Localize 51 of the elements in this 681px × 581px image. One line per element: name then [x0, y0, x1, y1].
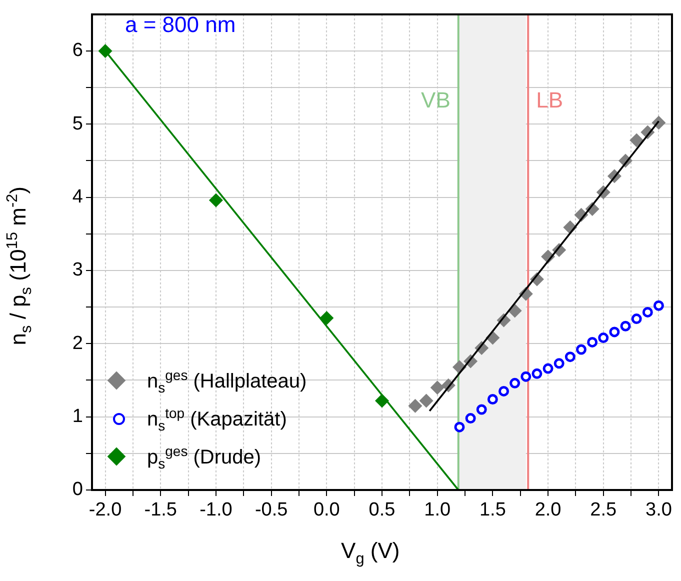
point [208, 193, 223, 208]
annotation: a = 800 nm [125, 12, 236, 38]
point [653, 300, 664, 311]
point [554, 358, 564, 369]
point [419, 394, 434, 408]
point [510, 378, 520, 388]
point [630, 133, 644, 148]
point [598, 332, 609, 344]
point [320, 311, 334, 326]
y-tick-label: 3 [72, 260, 83, 281]
x-tick-label: 2.0 [534, 500, 562, 521]
point [454, 422, 465, 432]
ref-line-label: LB [536, 87, 564, 112]
point [98, 44, 112, 58]
point [576, 344, 586, 355]
x-tick-label: 0.0 [313, 500, 340, 521]
point [532, 368, 542, 379]
ref-line-label: VB [421, 87, 450, 112]
x-axis-title: V$_{g}$ (V) [341, 538, 400, 568]
point [430, 380, 444, 395]
x-tick-label: 3.0 [646, 500, 672, 521]
x-tick-label: 0.5 [368, 500, 396, 521]
point [487, 394, 498, 405]
point [520, 371, 532, 382]
y-tick-label: 2 [72, 332, 83, 354]
point [465, 413, 476, 424]
x-tick-label: -1.5 [144, 500, 177, 521]
point [564, 352, 576, 362]
x-tick-label: -2.0 [88, 500, 122, 521]
y-tick-label: 1 [72, 406, 83, 428]
point [631, 314, 642, 324]
legend-label: n$_{s}$$^{top}$ (Kapazität) [147, 404, 287, 434]
y-tick-label: 6 [72, 40, 83, 62]
point [498, 386, 510, 396]
y-tick-label: 5 [72, 113, 83, 134]
y-tick-label: 4 [72, 186, 84, 208]
point [620, 320, 631, 332]
point [542, 363, 554, 374]
point [587, 336, 598, 348]
point [642, 306, 653, 318]
point [476, 404, 487, 415]
x-tick-label: 1.5 [479, 500, 506, 521]
x-tick-label: -1.0 [200, 500, 232, 521]
point [609, 326, 620, 338]
legend-label: p$_{s}$$^{ges}$ (Drude) [147, 442, 262, 472]
x-tick-label: 1.0 [424, 500, 451, 521]
point [408, 398, 422, 413]
y-tick-label: 0 [72, 479, 83, 500]
x-tick-label: -0.5 [254, 500, 288, 521]
legend-label: n$_{s}$$^{ges}$ (Hallplateau) [147, 366, 307, 396]
x-tick-label: 2.5 [590, 500, 617, 521]
